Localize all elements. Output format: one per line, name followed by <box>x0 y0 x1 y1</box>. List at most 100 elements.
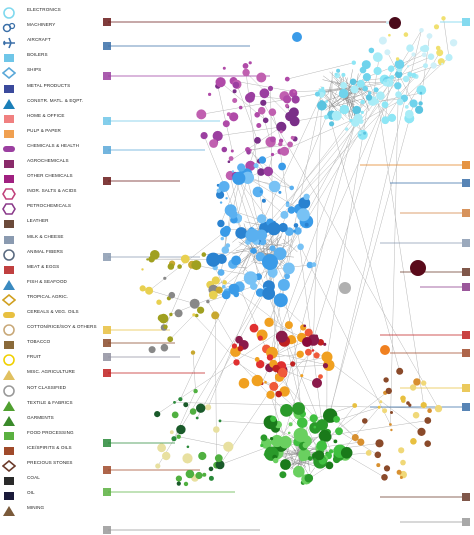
network-node <box>209 139 219 148</box>
network-edge <box>408 56 432 67</box>
network-edge <box>336 419 356 438</box>
network-node <box>293 427 308 442</box>
network-edge <box>346 91 367 102</box>
legend-item: LEATHER <box>0 216 100 231</box>
network-node <box>434 404 443 413</box>
network-edge <box>313 102 322 341</box>
network-node <box>283 262 295 275</box>
legend-item-label: TEXTILE & FABRICS <box>27 399 73 405</box>
network-node <box>395 70 403 79</box>
side-product-icon <box>103 353 111 361</box>
legend-item: OIL <box>0 488 100 503</box>
network-node <box>185 469 195 479</box>
network-node <box>222 120 230 128</box>
network-node <box>275 390 283 398</box>
network-node <box>250 282 258 290</box>
network-node <box>292 402 305 415</box>
network-node <box>245 160 256 171</box>
side-product-icon <box>103 439 111 447</box>
network-node <box>228 209 238 219</box>
side-product-icon <box>462 331 470 339</box>
network-node <box>416 85 427 95</box>
network-node <box>221 290 231 300</box>
network-edge <box>282 238 298 253</box>
network-node <box>197 306 205 314</box>
side-product-icon <box>462 349 470 357</box>
network-node-large <box>302 337 312 347</box>
network-node <box>293 90 296 93</box>
network-edge <box>281 356 328 367</box>
network-edge <box>331 98 364 108</box>
network-node <box>163 276 167 280</box>
network-node <box>273 247 287 260</box>
network-edge <box>214 267 225 287</box>
network-edge <box>170 314 195 340</box>
network-node <box>256 123 262 128</box>
pickaxe-icon <box>2 504 16 517</box>
legend-item: INOR. SALTS & ACIDS <box>0 186 100 201</box>
network-edge <box>304 66 409 204</box>
network-node <box>178 397 183 402</box>
network-node <box>398 447 405 454</box>
side-product-icon <box>103 42 111 50</box>
network-node <box>423 63 428 69</box>
legend-item: PETROCHEMICALS <box>0 201 100 216</box>
network-node <box>387 113 397 122</box>
network-node <box>189 298 200 309</box>
network-node <box>373 66 382 76</box>
legend-item-label: COTTON/RICE/SOY & OTHERS <box>27 324 97 330</box>
network-node <box>284 321 293 330</box>
network-node <box>430 62 437 69</box>
network-edge <box>331 123 400 372</box>
legend-item-label: MEAT & EGGS <box>27 263 60 269</box>
network-edge <box>331 91 355 106</box>
side-product-icon <box>462 493 470 501</box>
network-node <box>427 53 435 60</box>
network-node <box>395 57 400 61</box>
network-node <box>368 91 372 95</box>
gem-icon <box>1 459 17 473</box>
network-node <box>303 193 310 200</box>
network-node <box>223 441 234 452</box>
network-node <box>237 345 244 352</box>
network-edge <box>201 76 417 115</box>
network-node <box>232 171 246 185</box>
network-node <box>390 428 393 432</box>
network-node <box>333 415 340 423</box>
wheat-icon <box>2 308 16 320</box>
network-node <box>360 99 365 105</box>
legend-item: ICE/SPIRITS & OILS <box>0 443 100 458</box>
network-edge <box>232 246 260 255</box>
network-node <box>340 82 348 89</box>
network-node <box>365 450 372 456</box>
network-node-large <box>292 32 302 42</box>
legend-item: TOBACCO <box>0 337 100 352</box>
ship-icon <box>1 66 17 80</box>
network-node <box>198 451 207 461</box>
legend-item: ANIMAL FIBERS <box>0 247 100 262</box>
fruit-icon <box>2 353 16 367</box>
legend-item: CHEMICALS & HEALTH <box>0 141 100 156</box>
network-edge <box>285 454 301 460</box>
network-node <box>383 465 391 472</box>
network-node <box>400 459 406 466</box>
network-node <box>394 82 402 90</box>
legend-item: BOILERS <box>0 50 100 65</box>
boot-icon <box>2 217 16 229</box>
network-node <box>276 121 287 132</box>
network-node <box>195 471 203 480</box>
network-node <box>226 112 231 117</box>
network-edge <box>293 448 300 455</box>
network-node <box>262 287 276 300</box>
legend-item-label: METAL PRODUCTS <box>27 82 71 88</box>
network-node <box>218 181 230 192</box>
network-node <box>225 243 231 248</box>
network-node <box>362 418 368 424</box>
network-node <box>291 95 300 104</box>
network-node <box>186 445 190 449</box>
side-product-icon <box>103 466 111 474</box>
legend-item: MEAT & EGGS <box>0 262 100 277</box>
network-edge <box>280 151 288 206</box>
network-node <box>232 81 240 89</box>
network-node <box>318 374 323 379</box>
